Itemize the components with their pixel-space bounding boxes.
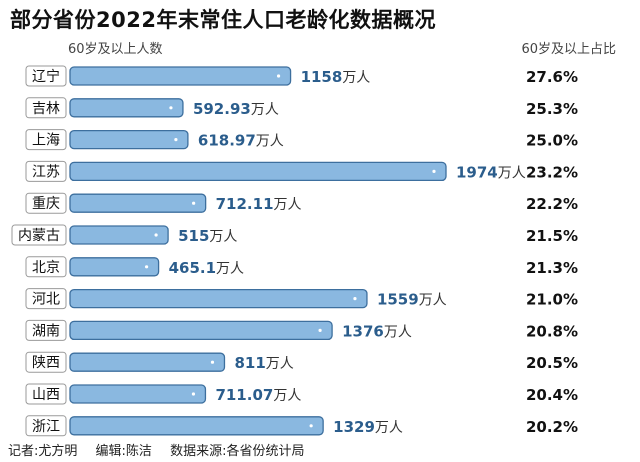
- ratio-label: 21.3%: [526, 259, 578, 277]
- bar-value-label: 1376万人: [342, 322, 412, 340]
- ratio-label: 27.6%: [526, 68, 578, 86]
- category-label-box: [25, 129, 67, 151]
- category-label-box: [25, 97, 67, 119]
- category-label: 河北: [32, 292, 60, 308]
- bar-end-dot: [353, 297, 357, 301]
- bar: [69, 257, 160, 277]
- category-label: 江苏: [32, 164, 60, 180]
- category-label-box: [11, 224, 67, 246]
- bar-end-dot: [192, 201, 196, 205]
- category-label-box: [25, 192, 67, 214]
- footer-editor: 编辑:陈洁: [95, 444, 152, 459]
- bar: [69, 384, 207, 404]
- ratio-label: 20.8%: [526, 322, 578, 340]
- category-label-box: [25, 256, 67, 278]
- category-label-box: [25, 65, 67, 87]
- bar: [69, 288, 368, 309]
- bar-end-dot: [276, 74, 281, 78]
- bar: [69, 129, 189, 150]
- category-label: 上海: [32, 133, 60, 149]
- ratio-label: 20.4%: [526, 386, 578, 404]
- bar-end-dot: [191, 392, 196, 396]
- category-label-box: [25, 351, 67, 373]
- bar-value-label: 712.11万人: [216, 195, 302, 213]
- bar: [69, 98, 184, 118]
- category-label-box: [25, 288, 67, 310]
- bar: [69, 416, 324, 436]
- category-label: 吉林: [32, 101, 60, 117]
- bar: [69, 66, 292, 86]
- bar-value-label: 515万人: [178, 227, 237, 245]
- category-label: 内蒙古: [18, 228, 60, 244]
- bar-end-dot: [144, 265, 149, 269]
- ratio-label: 21.0%: [526, 291, 578, 309]
- category-label-box: [25, 319, 67, 341]
- footer: 记者:尤方明 编辑:陈洁 数据来源:各省份统计局: [8, 440, 318, 459]
- category-label-box: [25, 415, 67, 437]
- header-count-label: 60岁及以上人数: [68, 42, 163, 57]
- bar: [69, 161, 447, 182]
- bar-end-dot: [318, 328, 322, 332]
- bar-end-dot: [169, 106, 173, 110]
- bar-end-dot: [210, 360, 215, 364]
- header-ratio-label: 60岁及以上占比: [521, 42, 616, 57]
- ratio-label: 25.0%: [526, 132, 578, 150]
- ratio-label: 22.2%: [526, 195, 578, 213]
- bar: [69, 352, 226, 372]
- bar-end-dot: [154, 233, 158, 237]
- category-label: 陕西: [32, 355, 60, 371]
- bar-value-label: 1559万人: [377, 291, 447, 309]
- bar-value-label: 465.1万人: [169, 259, 244, 277]
- bar: [69, 225, 169, 245]
- bar-value-label: 1974万人: [456, 163, 526, 181]
- category-label: 北京: [32, 260, 60, 276]
- bar: [69, 193, 207, 213]
- ratio-label: 21.5%: [526, 227, 578, 245]
- chart-title: 部分省份2022年末常住人口老龄化数据概况: [10, 8, 436, 32]
- ratio-label: 23.2%: [526, 163, 578, 181]
- category-label: 重庆: [32, 196, 60, 212]
- bar: [69, 320, 333, 341]
- bar-value-label: 711.07万人: [215, 386, 301, 404]
- ratio-label: 20.2%: [526, 418, 578, 436]
- category-label: 浙江: [32, 419, 60, 435]
- category-label: 湖南: [32, 323, 60, 339]
- category-label: 辽宁: [32, 68, 60, 85]
- bar-value-label: 618.97万人: [198, 132, 284, 150]
- footer-source: 数据来源:各省份统计局: [170, 444, 305, 459]
- ratio-label: 20.5%: [526, 354, 578, 372]
- bar-end-dot: [174, 138, 178, 142]
- category-label-box: [25, 160, 67, 182]
- bar-value-label: 592.93万人: [193, 100, 279, 118]
- bar-value-label: 1329万人: [333, 418, 403, 436]
- bar-value-label: 1158万人: [301, 68, 371, 86]
- bar-end-dot: [432, 169, 436, 173]
- bar-end-dot: [309, 424, 313, 428]
- ratio-label: 25.3%: [526, 100, 578, 118]
- category-label: 山西: [32, 387, 60, 403]
- bar-value-label: 811万人: [234, 354, 293, 372]
- category-label-box: [25, 383, 67, 405]
- footer-reporter: 记者:尤方明: [8, 444, 78, 459]
